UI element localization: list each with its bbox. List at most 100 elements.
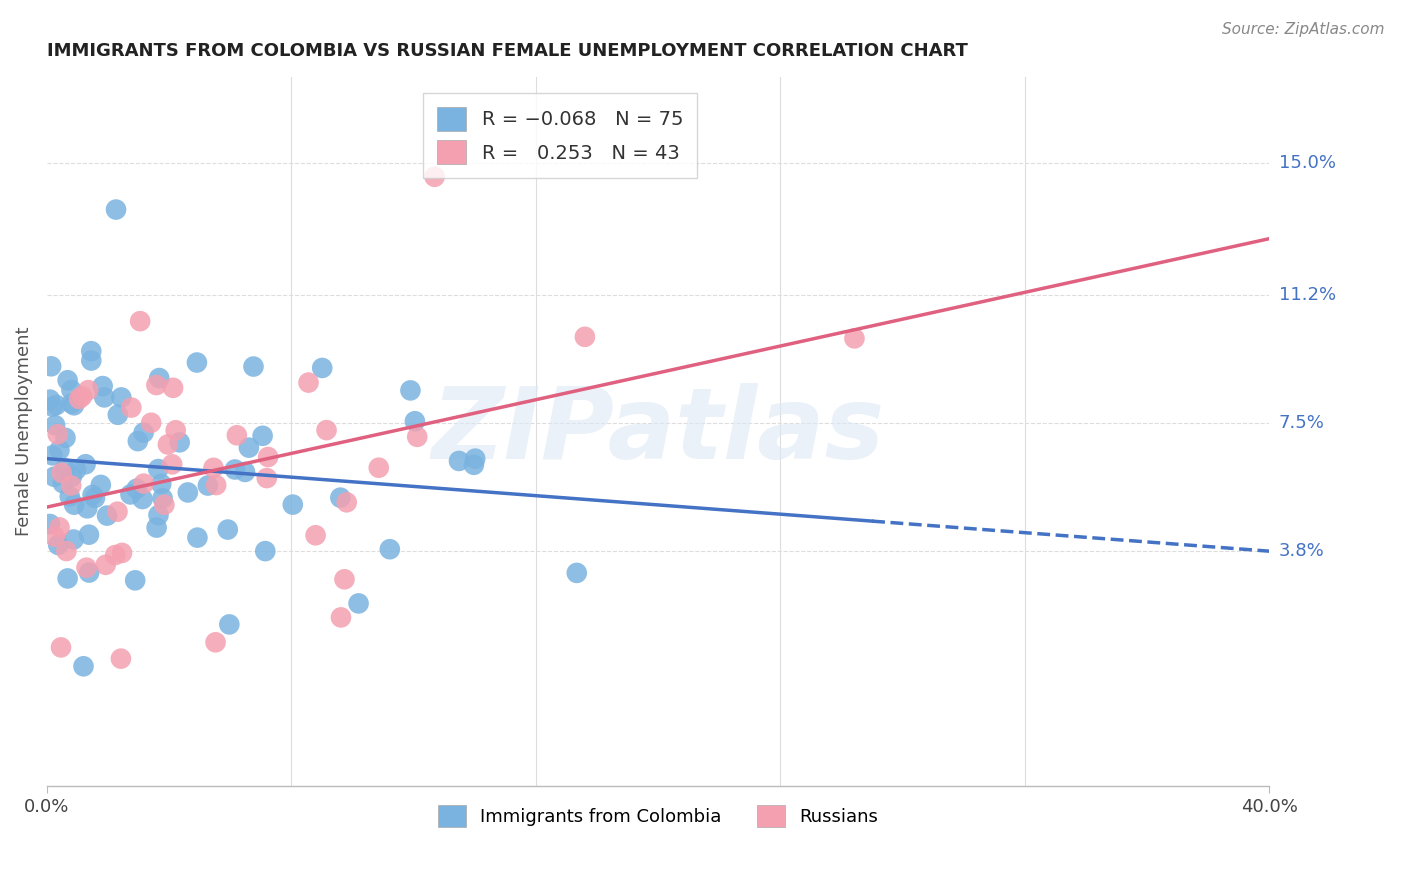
Point [304, 528, 326, 542]
Point [77, 383, 100, 397]
Point [177, 485, 200, 500]
Text: IMMIGRANTS FROM COLOMBIA VS RUSSIAN FEMALE UNEMPLOYMENT CORRELATION CHART: IMMIGRANTS FROM COLOMBIA VS RUSSIAN FEMA… [46, 42, 967, 60]
Point [131, 491, 153, 506]
Point [120, 487, 142, 501]
Point [242, 359, 264, 374]
Point [124, 574, 146, 588]
Point [423, 169, 446, 184]
Point [67, 392, 90, 406]
Point [844, 331, 866, 345]
Point [48, 443, 70, 458]
Point [139, 416, 162, 430]
Point [80, 344, 103, 359]
Point [186, 531, 208, 545]
Point [252, 429, 274, 443]
Point [233, 465, 256, 479]
Point [96, 508, 118, 523]
Point [110, 651, 132, 665]
Point [464, 451, 486, 466]
Point [39, 516, 62, 531]
Point [297, 376, 319, 390]
Point [254, 544, 277, 558]
Point [156, 437, 179, 451]
Point [77, 566, 100, 580]
Point [162, 381, 184, 395]
Point [49, 640, 72, 655]
Point [41, 400, 63, 414]
Point [56, 373, 79, 387]
Point [333, 572, 356, 586]
Point [104, 548, 127, 562]
Point [120, 401, 142, 415]
Point [41, 449, 63, 463]
Point [204, 635, 226, 649]
Point [311, 361, 333, 376]
Point [39, 392, 62, 407]
Point [76, 560, 98, 574]
Point [367, 460, 389, 475]
Point [238, 441, 260, 455]
Point [91, 379, 114, 393]
Point [63, 398, 86, 412]
Point [94, 558, 117, 572]
Point [152, 491, 174, 505]
Text: 7.5%: 7.5% [1278, 414, 1324, 432]
Point [330, 610, 353, 624]
Y-axis label: Female Unemployment: Female Unemployment [15, 326, 32, 536]
Point [72, 659, 94, 673]
Point [257, 450, 280, 464]
Point [60, 383, 83, 397]
Point [148, 371, 170, 385]
Point [44, 530, 66, 544]
Point [62, 533, 84, 547]
Point [153, 498, 176, 512]
Text: 11.2%: 11.2% [1278, 285, 1336, 304]
Point [63, 498, 86, 512]
Text: ZIPatlas: ZIPatlas [432, 383, 884, 480]
Point [224, 462, 246, 476]
Point [75, 457, 97, 471]
Point [84, 491, 107, 505]
Point [46, 538, 69, 552]
Point [256, 471, 278, 485]
Point [329, 491, 352, 505]
Point [150, 477, 173, 491]
Point [205, 478, 228, 492]
Point [46, 427, 69, 442]
Point [111, 546, 134, 560]
Point [378, 542, 401, 557]
Point [197, 478, 219, 492]
Point [125, 482, 148, 496]
Point [107, 408, 129, 422]
Point [60, 469, 83, 483]
Point [218, 617, 240, 632]
Point [148, 508, 170, 522]
Point [110, 391, 132, 405]
Point [107, 505, 129, 519]
Point [406, 430, 429, 444]
Point [336, 495, 359, 509]
Point [129, 314, 152, 328]
Point [44, 469, 66, 483]
Point [186, 355, 208, 369]
Point [165, 423, 187, 437]
Point [399, 384, 422, 398]
Point [404, 414, 426, 428]
Point [132, 476, 155, 491]
Point [70, 389, 93, 403]
Point [202, 460, 225, 475]
Point [80, 353, 103, 368]
Point [45, 398, 67, 412]
Point [53, 461, 76, 475]
Text: 15.0%: 15.0% [1278, 154, 1336, 172]
Text: Source: ZipAtlas.com: Source: ZipAtlas.com [1222, 22, 1385, 37]
Point [281, 498, 304, 512]
Point [44, 418, 66, 433]
Point [463, 458, 485, 472]
Point [565, 566, 588, 580]
Point [60, 478, 83, 492]
Point [105, 202, 128, 217]
Point [148, 462, 170, 476]
Point [76, 501, 98, 516]
Point [51, 466, 73, 480]
